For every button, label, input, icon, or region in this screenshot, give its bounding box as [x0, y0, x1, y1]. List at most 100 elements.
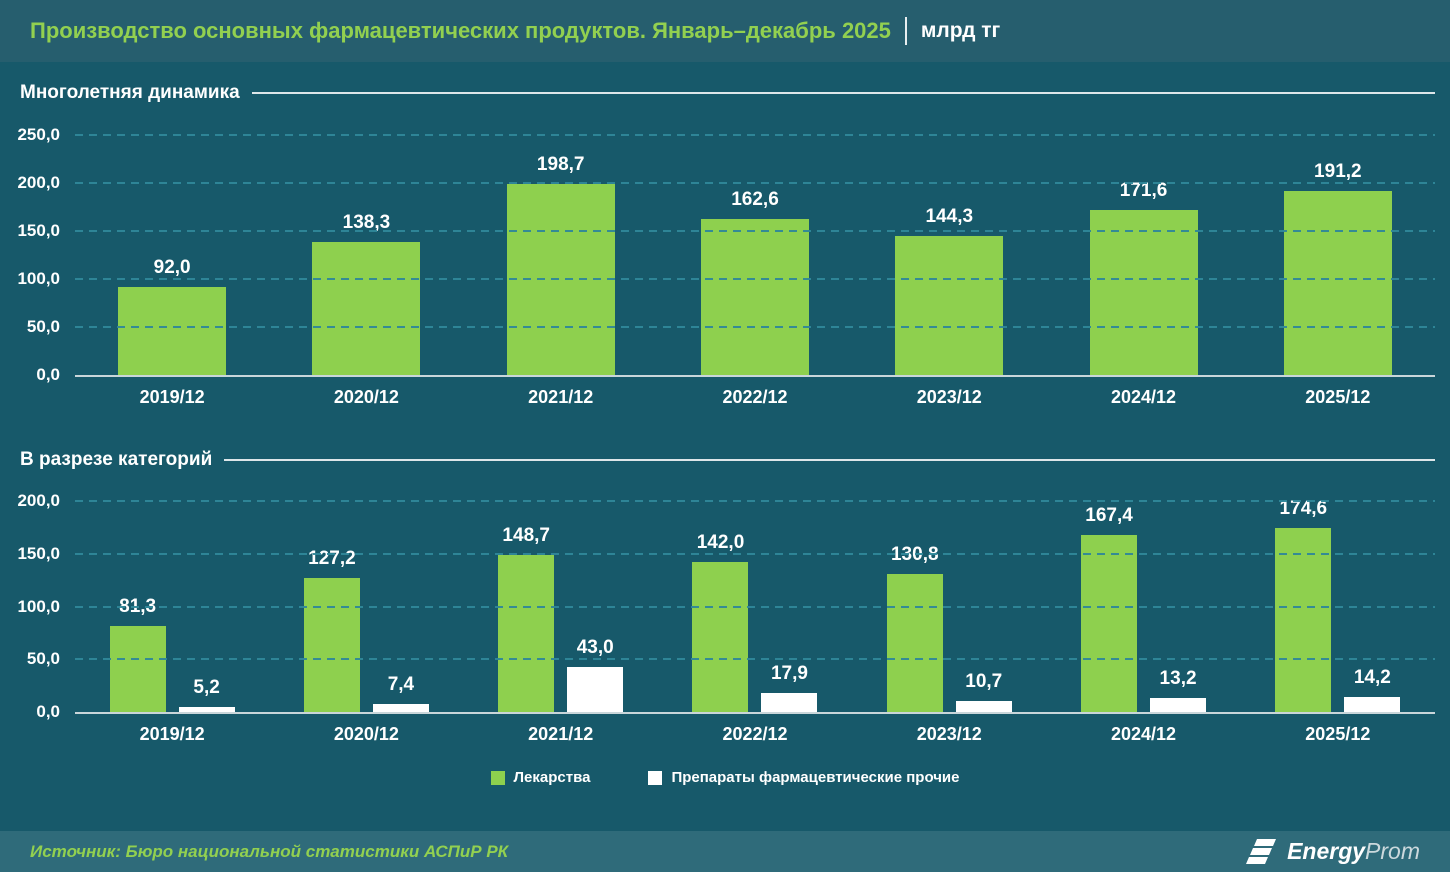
y-tick-label: 100,0 — [17, 269, 60, 288]
value-label: 17,9 — [770, 663, 808, 685]
gridline — [75, 230, 1435, 232]
bar-total: 162,6 — [700, 189, 809, 375]
x-tick-label: 2022/12 — [722, 387, 788, 407]
y-tick-label: 100,0 — [17, 596, 60, 616]
bar-group: 127,2 7,4 — [269, 548, 463, 712]
bar-group: 130,8 10,7 — [852, 544, 1046, 712]
bar-group: 171,6 — [1046, 180, 1240, 375]
y-tick-label: 150,0 — [17, 221, 60, 240]
y-axis-multiyear: 0,0 50,0 100,0 150,0 200,0 250,0 — [0, 125, 75, 384]
y-tick-label: 250,0 — [17, 125, 60, 144]
title-unit: млрд тг — [920, 19, 1001, 42]
value-label: 43,0 — [576, 636, 614, 658]
value-label: 13,2 — [1159, 668, 1197, 690]
section-header-multiyear: Многолетняя динамика — [20, 78, 1435, 108]
bar-total: 191,2 — [1283, 161, 1392, 375]
bar-medicines: 81,3 — [109, 596, 166, 712]
value-label: 167,4 — [1085, 505, 1133, 527]
value-label: 171,6 — [1119, 180, 1168, 202]
x-tick-label: 2022/12 — [722, 724, 788, 744]
bar-medicines: 167,4 — [1081, 505, 1138, 712]
bar-medicines: 142,0 — [692, 532, 749, 712]
value-label: 191,2 — [1314, 161, 1362, 183]
gridline — [75, 326, 1435, 328]
chart-by-categories: 0,0 50,0 100,0 150,0 200,0 81,3 5,2 127,2 7,4 14… — [0, 491, 1450, 745]
bar-medicines: 127,2 — [303, 548, 360, 712]
bar-groups-multiyear: 92,0 138,3 198,7 162,6 144,3 171,6 191,2 — [75, 135, 1435, 375]
bar-total: 92,0 — [118, 257, 227, 375]
logo-text: EnergyProm — [1287, 840, 1420, 863]
value-label: 144,3 — [925, 206, 974, 228]
x-tick-label: 2021/12 — [528, 724, 594, 744]
bar-group: 144,3 — [852, 206, 1046, 375]
bar-total: 144,3 — [895, 206, 1004, 375]
value-label: 198,7 — [536, 154, 585, 176]
y-tick-label: 50,0 — [26, 317, 60, 336]
x-tick-label: 2021/12 — [528, 387, 594, 407]
value-label: 10,7 — [965, 670, 1003, 692]
bar-other-pharma: 5,2 — [178, 677, 235, 712]
bar-other-pharma: 7,4 — [372, 674, 429, 712]
x-axis-labels-multiyear: 2019/12 2020/12 2021/12 2022/12 2023/12 2024/… — [75, 387, 1435, 408]
y-tick-label: 50,0 — [26, 649, 60, 669]
value-label: 5,2 — [193, 676, 220, 698]
source-text: Источник: Бюро национальной статистики А… — [30, 841, 509, 861]
gridline — [75, 552, 1435, 555]
y-tick-label: 0,0 — [36, 702, 60, 721]
x-tick-label: 2023/12 — [916, 387, 982, 407]
gridline — [75, 605, 1435, 608]
plot-area-categories: 0,0 50,0 100,0 150,0 200,0 81,3 5,2 127,2 7,4 14… — [17, 491, 1435, 721]
footer: Источник: Бюро национальной статистики А… — [0, 831, 1450, 872]
value-label: 127,2 — [308, 547, 356, 569]
energyprom-logo-icon — [1246, 839, 1277, 864]
y-tick-label: 150,0 — [17, 543, 60, 563]
value-label: 7,4 — [387, 674, 415, 696]
y-axis-categories: 0,0 50,0 100,0 150,0 200,0 — [0, 491, 75, 721]
x-tick-label: 2019/12 — [139, 724, 205, 744]
plot-area-multiyear: 0,0 50,0 100,0 150,0 200,0 250,0 92,0 138,3 198… — [17, 125, 1435, 384]
bar-other-pharma: 10,7 — [955, 671, 1012, 712]
legend-item-other-pharma: Препараты фармацевтические прочие — [648, 769, 960, 786]
x-tick-label: 2019/12 — [139, 387, 205, 407]
x-tick-label: 2023/12 — [916, 724, 982, 744]
bar-group: 162,6 — [658, 189, 852, 375]
x-tick-label: 2024/12 — [1111, 387, 1177, 407]
x-tick-label: 2025/12 — [1305, 387, 1371, 407]
section-title-multiyear: Многолетняя динамика — [20, 82, 240, 103]
value-label: 92,0 — [153, 256, 191, 278]
section-header-categories: В разрезе категорий — [20, 445, 1435, 475]
bar-total: 171,6 — [1089, 180, 1198, 375]
x-tick-label: 2020/12 — [333, 724, 399, 744]
section-title-categories: В разрезе категорий — [20, 449, 213, 470]
bar-group: 191,2 — [1241, 161, 1435, 375]
title-bar: Производство основных фармацевтических п… — [0, 0, 1450, 62]
charts-area: Многолетняя динамика 0,0 50,0 100,0 150,0 20… — [0, 78, 1450, 786]
bar-medicines: 174,6 — [1275, 498, 1332, 712]
bar-other-pharma: 14,2 — [1344, 667, 1401, 712]
value-label: 148,7 — [502, 525, 550, 547]
legend: Лекарства Препараты фармацевтические про… — [0, 769, 1450, 786]
y-tick-label: 200,0 — [17, 173, 60, 192]
value-label: 130,8 — [891, 544, 939, 566]
gridline — [75, 500, 1435, 502]
bar-other-pharma: 43,0 — [567, 637, 624, 712]
legend-swatch-white-icon — [648, 770, 663, 785]
bar-medicines: 148,7 — [498, 525, 555, 712]
value-label: 142,0 — [696, 532, 745, 554]
bar-group: 142,0 17,9 — [658, 532, 852, 712]
value-label: 162,6 — [731, 188, 779, 210]
energyprom-logo: EnergyProm — [1244, 838, 1420, 865]
bar-group: 81,3 5,2 — [75, 596, 269, 712]
bar-other-pharma: 13,2 — [1150, 668, 1207, 712]
bar-group: 174,6 14,2 — [1241, 498, 1435, 712]
title-separator — [904, 17, 907, 45]
bar-group: 167,4 13,2 — [1046, 505, 1240, 712]
bar-medicines: 130,8 — [886, 544, 943, 712]
gridline — [75, 134, 1435, 136]
x-tick-label: 2024/12 — [1111, 724, 1177, 744]
value-label: 138,3 — [342, 212, 391, 234]
legend-item-medicines: Лекарства — [490, 769, 591, 786]
gridline — [75, 658, 1435, 661]
legend-label-medicines: Лекарства — [513, 769, 591, 786]
